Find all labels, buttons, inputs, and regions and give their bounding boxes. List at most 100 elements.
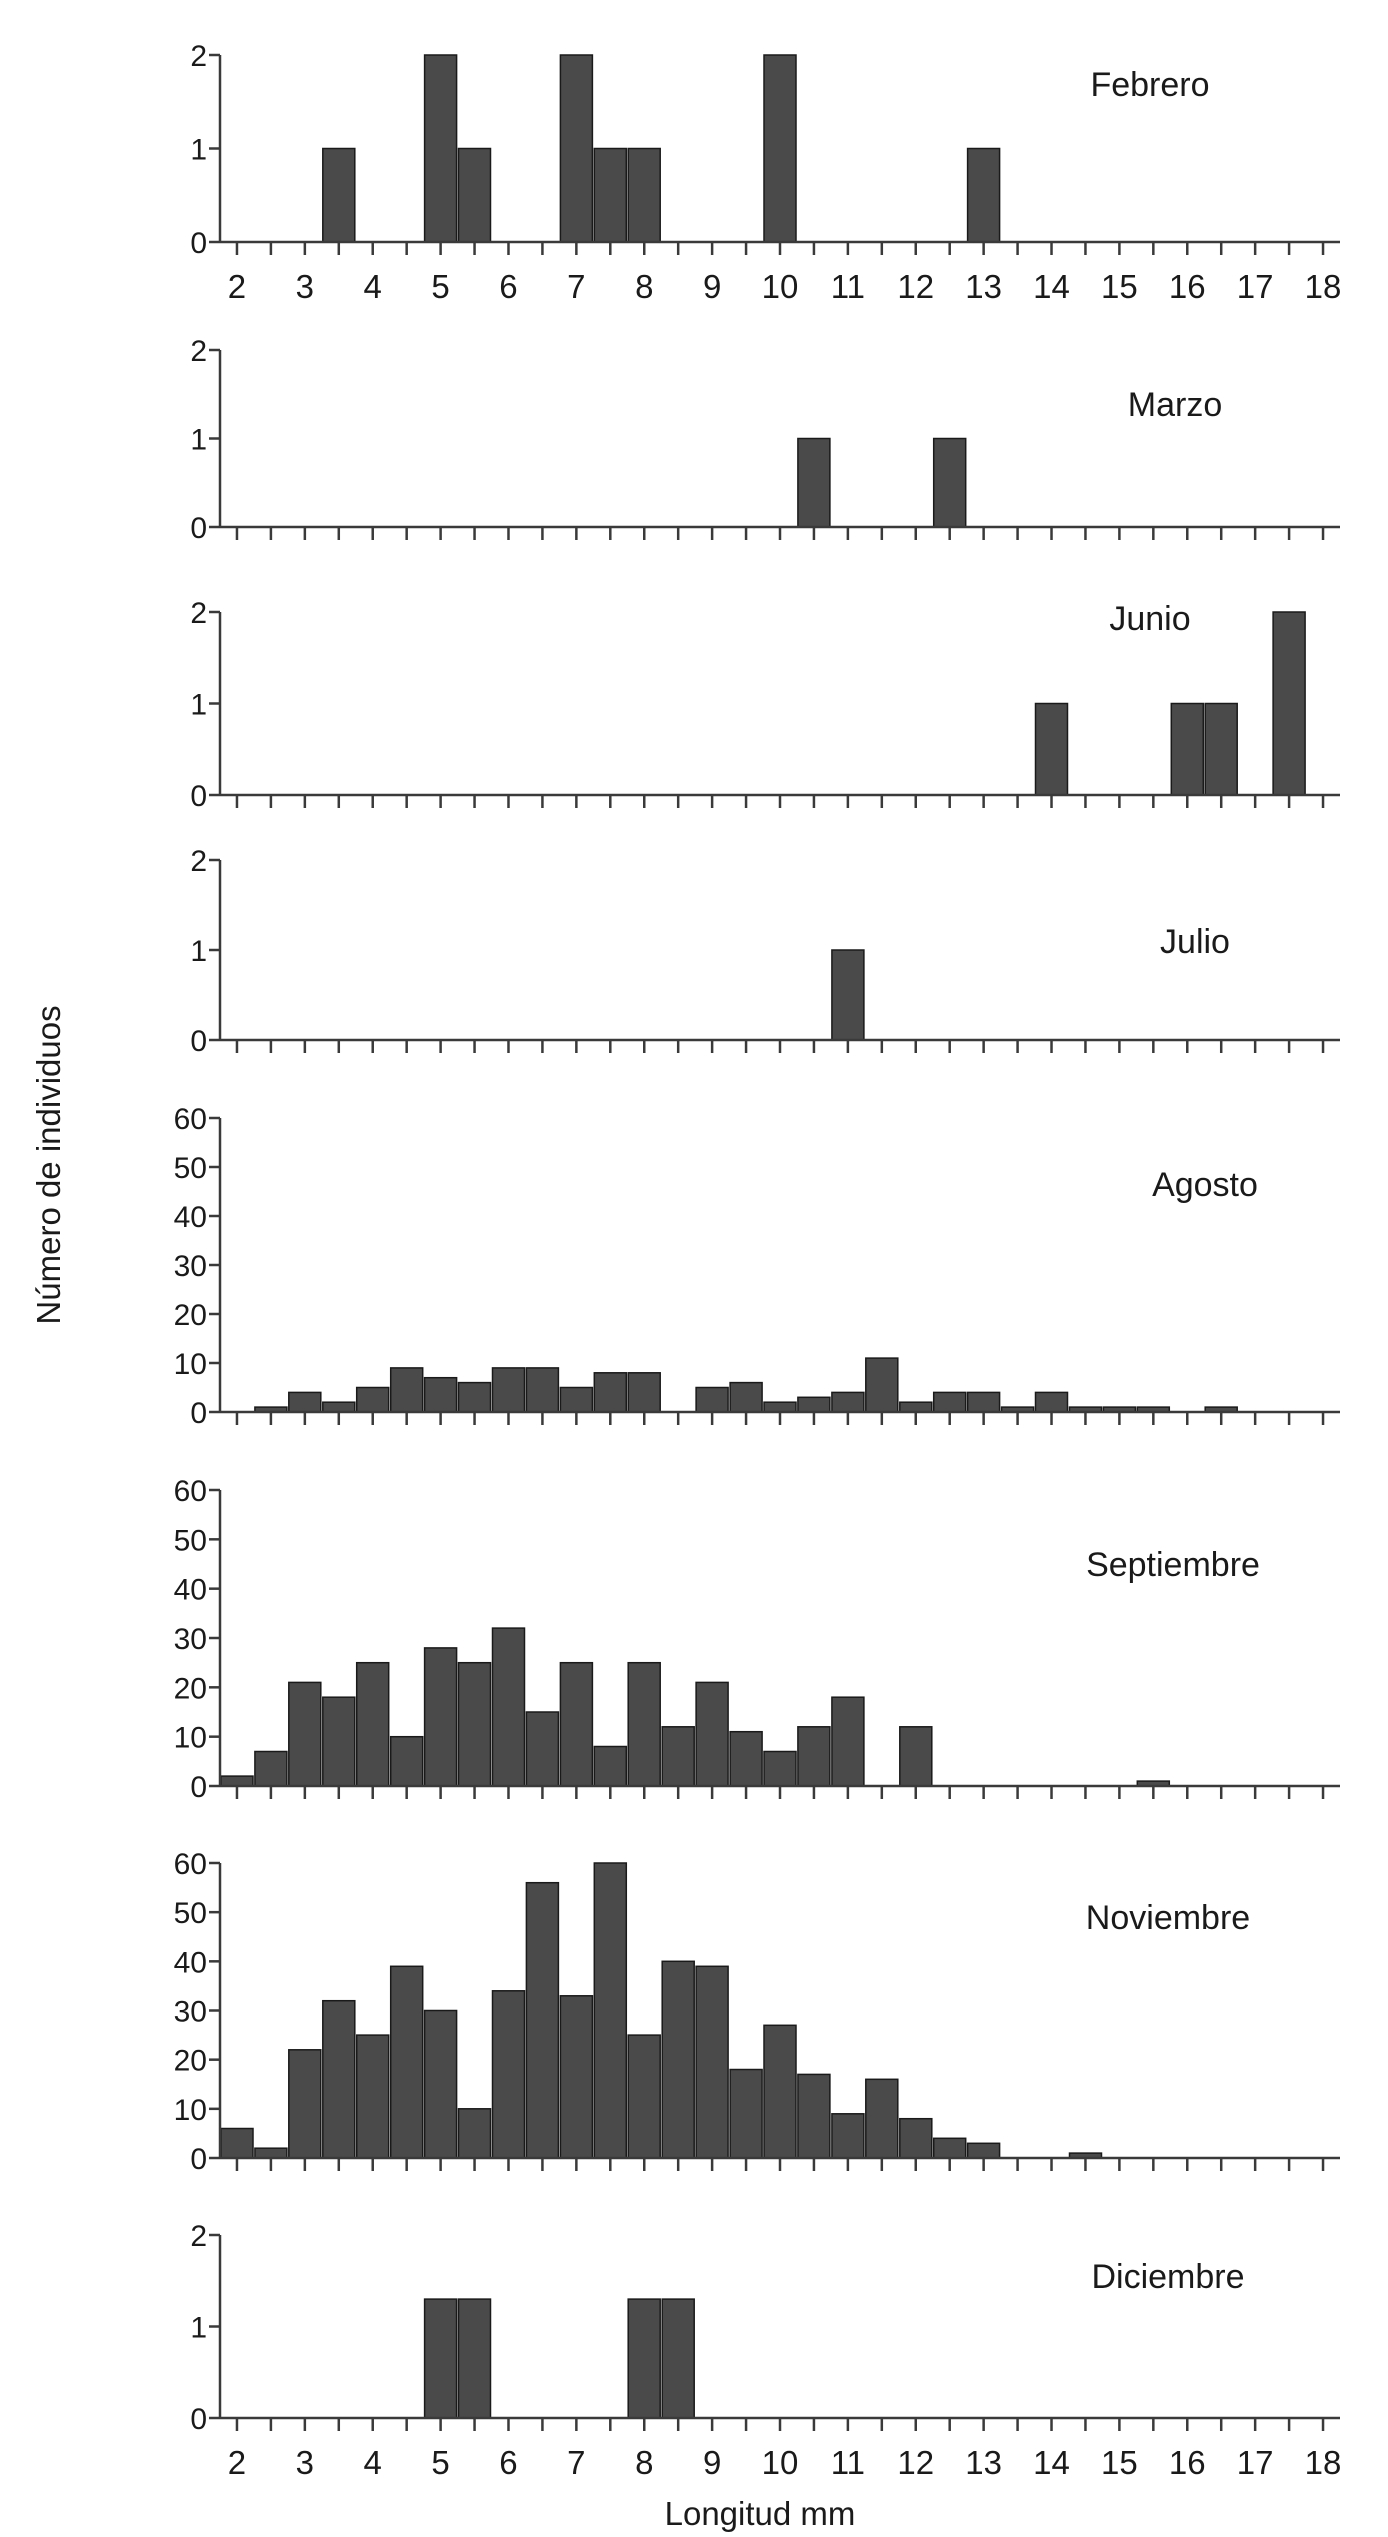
x-tick-label: 5 [431,268,449,305]
panel-7: 0 10 20 30 40 50 60 Noviembre [174,1848,1340,2176]
x-tick-label: 10 [762,2444,799,2481]
bar-3-2 [1170,702,1205,796]
panel-2: 0 1 2 Marzo [190,335,1340,545]
bar-8-2 [457,2298,492,2419]
bar-7-19 [831,2113,865,2159]
bar-7-20 [865,2078,899,2159]
bar-3-1 [1034,702,1069,796]
y-tick-label: 2 [190,2220,207,2253]
bar-6-18 [797,1726,831,1787]
bar-7-13 [627,2034,661,2159]
bar-5-12 [627,1372,661,1413]
bar-7-17 [763,2024,797,2159]
y-tick-label: 0 [190,1397,207,1430]
bar-7-2 [254,2147,288,2159]
y-tick-label: 30 [174,1623,207,1656]
x-tick-label: 2 [228,2444,246,2481]
y-tick-label: 0 [190,2143,207,2176]
bar-5-11 [593,1372,628,1413]
x-tick-label: 5 [431,2444,449,2481]
bar-7-6 [389,1965,424,2159]
x-tick-label: 15 [1101,268,1138,305]
x-tick-label: 7 [567,268,585,305]
y-tick-label: 40 [174,1574,207,1607]
y-tick-label: 10 [174,2094,207,2127]
bar-6-11 [559,1661,594,1787]
x-tick-label: 16 [1169,268,1206,305]
bar-1-8 [966,147,1001,243]
y-tick-label: 60 [174,1848,207,1881]
x-tick-label: 12 [897,268,934,305]
y-tick-label: 50 [174,1524,207,1557]
panel-3: 0 1 2 Junio [190,597,1340,813]
y-tick-label: 1 [190,935,207,968]
bar-7-21 [899,2117,933,2159]
bar-6-12 [593,1745,628,1787]
bar-5-6 [423,1376,458,1413]
y-tick-label: 40 [174,1201,207,1234]
bar-6-2 [254,1750,288,1787]
panel-title: Noviembre [1086,1899,1250,1937]
bar-6-14 [661,1726,695,1787]
bar-5-15 [763,1401,797,1413]
bar-4-1 [831,949,865,1041]
x-tick-label: 6 [499,2444,517,2481]
bar-3-3 [1204,702,1238,796]
bar-1-5 [593,147,628,243]
bar-5-16 [797,1396,831,1413]
bar-6-1 [220,1775,254,1787]
bar-5-5 [389,1367,424,1413]
bar-7-9 [491,1990,526,2159]
x-tick-label: 14 [1033,2444,1070,2481]
bar-5-14 [729,1381,763,1413]
x-tick-label: 6 [499,268,517,305]
bar-6-13 [627,1661,661,1787]
bar-7-11 [559,1995,594,2159]
panel-title: Junio [1109,600,1190,638]
bar-5-23 [1034,1391,1069,1413]
y-tick-label: 2 [190,40,207,73]
bar-7-14 [661,1960,695,2159]
y-tick-label: 50 [174,1152,207,1185]
y-tick-label: 20 [174,2045,207,2078]
bar-5-18 [865,1357,899,1413]
bar-7-23 [966,2142,1001,2159]
x-tick-label: 3 [296,268,314,305]
bar-2-2 [932,437,967,528]
x-tick-label: 2 [228,268,246,305]
x-tick-label: 8 [635,268,653,305]
x-tick-label: 9 [703,268,721,305]
bar-5-9 [525,1367,560,1413]
x-tick-label: 16 [1169,2444,1206,2481]
bar-2-1 [797,437,831,528]
bar-3-4 [1272,611,1306,796]
panel-title: Septiembre [1086,1546,1260,1584]
x-tick-label: 11 [831,2444,865,2481]
bar-1-3 [457,147,492,243]
x-tick-label: 4 [364,2444,382,2481]
y-tick-label: 1 [190,2312,207,2345]
bar-5-7 [457,1381,492,1413]
x-tick-label: 15 [1101,2444,1138,2481]
bar-6-10 [525,1711,560,1787]
x-axis-title: Longitud mm [665,2495,856,2532]
y-tick-label: 10 [174,1348,207,1381]
bar-7-1 [220,2127,254,2159]
y-tick-label: 60 [174,1475,207,1508]
y-tick-label: 2 [190,597,207,630]
bar-6-5 [355,1661,390,1787]
x-tick-label: 13 [965,2444,1002,2481]
bar-6-16 [729,1730,763,1787]
y-tick-label: 2 [190,845,207,878]
bar-8-1 [423,2298,458,2419]
bar-1-2 [423,54,458,243]
bar-7-3 [288,2049,322,2159]
bar-7-15 [695,1965,729,2159]
x-tick-label: 8 [635,2444,653,2481]
bar-5-17 [831,1391,865,1413]
bar-1-7 [763,54,797,243]
y-tick-label: 0 [190,780,207,813]
y-tick-label: 0 [190,1771,207,1804]
bar-6-20 [899,1726,933,1787]
